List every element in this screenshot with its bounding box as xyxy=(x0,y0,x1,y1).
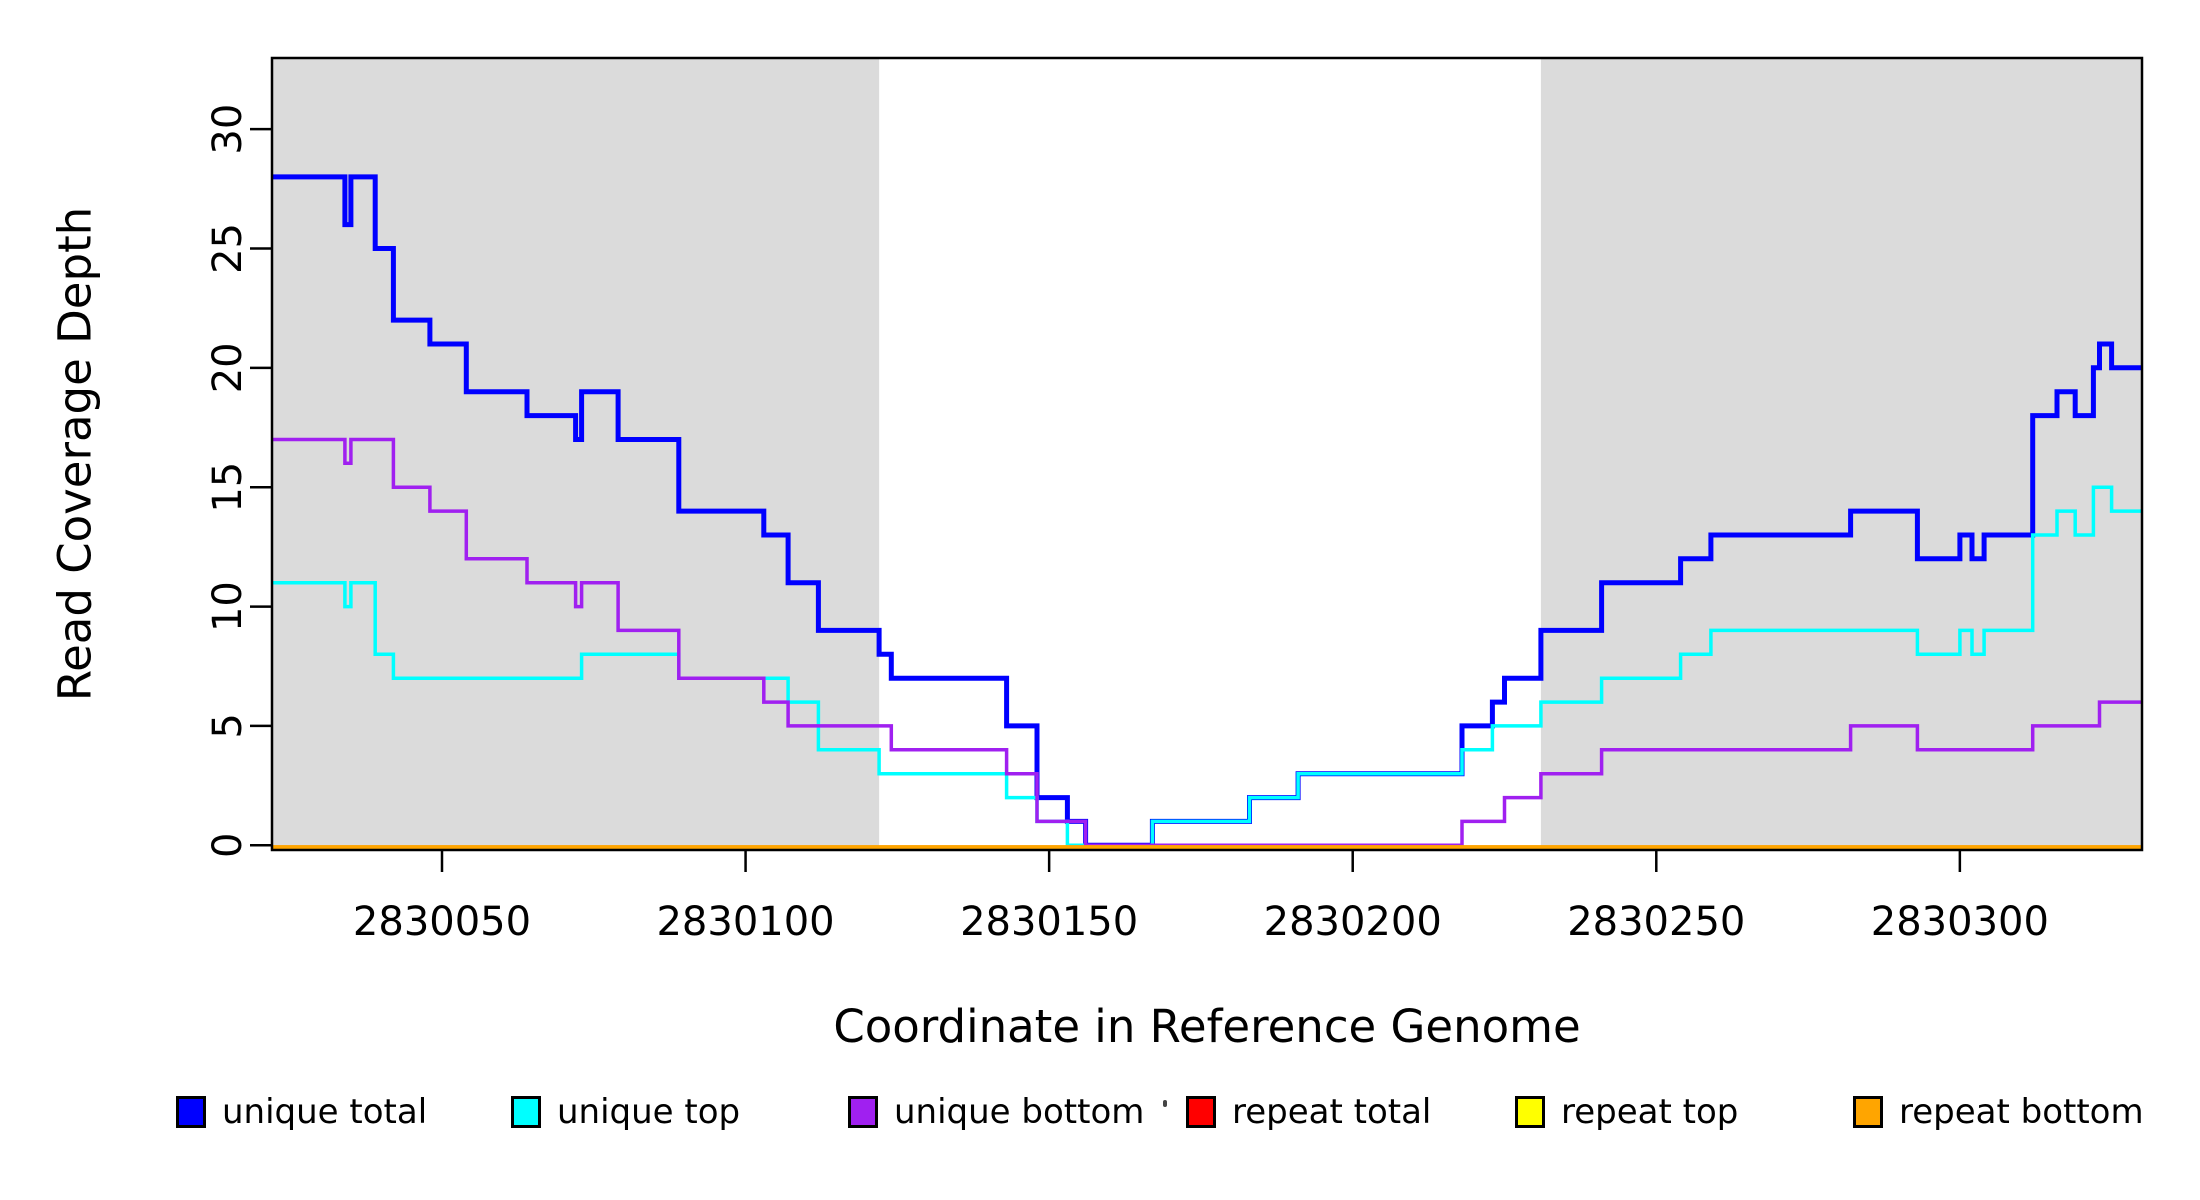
legend-swatch-icon xyxy=(1186,1096,1216,1128)
legend-item-repeat-total: repeat total xyxy=(1186,1088,1431,1136)
y-tick-label: 25 xyxy=(205,223,251,274)
plot-frame xyxy=(270,56,2144,852)
shaded-region xyxy=(1540,58,2142,850)
legend-swatch-icon xyxy=(1853,1096,1883,1128)
shaded-repeat-regions xyxy=(272,58,2142,850)
legend-label: repeat total xyxy=(1232,1092,1432,1132)
axis-tick-labels: 2830050 2830100 2830150 2830200 2830250 28303… xyxy=(205,104,2049,945)
y-tick-label: 10 xyxy=(205,581,251,632)
legend-swatch-icon xyxy=(1515,1096,1545,1128)
axis-ticks xyxy=(250,127,1962,872)
y-axis-title: Read Coverage Depth xyxy=(48,206,102,702)
legend: unique total unique top unique bottom repea… xyxy=(0,1088,2200,1148)
legend-item-repeat-top: repeat top xyxy=(1515,1088,1738,1136)
legend-item-unique-bottom: unique bottom xyxy=(848,1088,1144,1136)
coverage-lines xyxy=(272,174,2142,850)
legend-label: unique top xyxy=(557,1092,741,1132)
y-tick-label: 5 xyxy=(205,713,251,738)
x-tick-label: 2830100 xyxy=(656,899,834,945)
y-tick-label: 30 xyxy=(205,104,251,155)
x-axis-title: Coordinate in Reference Genome xyxy=(833,1000,1581,1053)
series-line-unique-bottom xyxy=(272,437,2142,848)
stray-mark xyxy=(1163,1100,1167,1107)
legend-swatch-icon xyxy=(511,1096,541,1128)
legend-item-repeat-bottom: repeat bottom xyxy=(1853,1088,2144,1136)
x-tick-label: 2830300 xyxy=(1871,899,2049,945)
legend-label: repeat top xyxy=(1561,1092,1739,1132)
y-tick-label: 20 xyxy=(205,342,251,393)
x-tick-label: 2830250 xyxy=(1567,899,1745,945)
legend-label: unique bottom xyxy=(894,1092,1145,1132)
legend-item-unique-total: unique total xyxy=(176,1088,427,1136)
x-tick-label: 2830200 xyxy=(1264,899,1442,945)
plot-border xyxy=(270,56,2144,852)
legend-item-unique-top: unique top xyxy=(511,1088,740,1136)
x-tick-label: 2830150 xyxy=(960,899,1138,945)
legend-swatch-icon xyxy=(176,1096,206,1128)
y-tick-label: 0 xyxy=(205,833,251,858)
series-line-unique-top xyxy=(272,485,2142,848)
legend-label: unique total xyxy=(222,1092,428,1132)
legend-label: repeat bottom xyxy=(1899,1092,2144,1132)
legend-swatch-icon xyxy=(848,1096,878,1128)
x-tick-label: 2830050 xyxy=(353,899,531,945)
y-tick-label: 15 xyxy=(205,462,251,513)
